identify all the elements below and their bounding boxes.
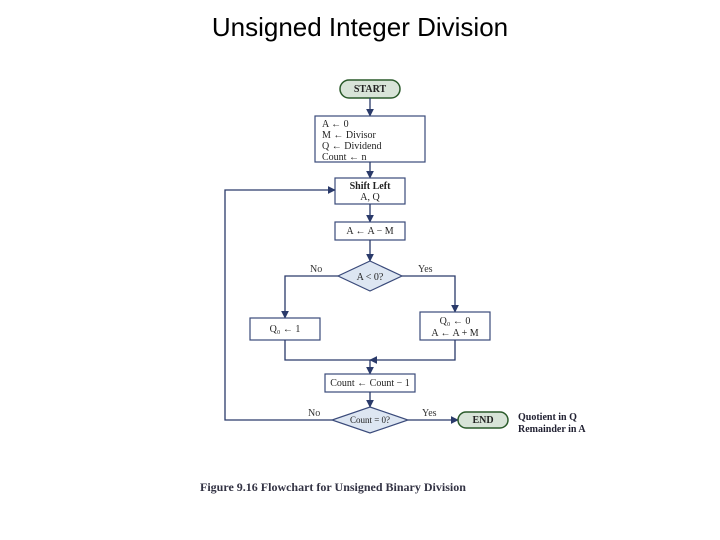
end-label: END <box>472 415 493 426</box>
shift-l2: A, Q <box>360 192 380 203</box>
zero-no-label: No <box>308 408 320 419</box>
edge-test-q0 <box>402 276 455 312</box>
init-l4: Count ← n <box>322 152 366 163</box>
q1-l1: Q₀ ← 1 <box>270 324 301 335</box>
start-label: START <box>354 84 387 95</box>
q0-l1: Q₀ ← 0 <box>440 316 471 327</box>
edge-q0-dec <box>370 340 455 360</box>
end-note-l1: Quotient in Q <box>518 412 577 423</box>
edge-zero-loop <box>225 190 335 420</box>
zero-yes-label: Yes <box>422 408 437 419</box>
flowchart-svg: START A ← 0 M ← Divisor Q ← Dividend Cou… <box>0 0 720 540</box>
dec-l1: Count ← Count − 1 <box>330 378 410 389</box>
test-label: A < 0? <box>357 272 384 283</box>
edge-q1-dec <box>285 340 370 374</box>
init-l1: A ← 0 <box>322 119 349 130</box>
edge-test-q1 <box>285 276 338 318</box>
end-note-l2: Remainder in A <box>518 424 586 435</box>
sub-l1: A ← A − M <box>346 226 393 237</box>
test-yes-label: Yes <box>418 264 433 275</box>
init-l3: Q ← Dividend <box>322 141 381 152</box>
init-l2: M ← Divisor <box>322 130 377 141</box>
test-no-label: No <box>310 264 322 275</box>
shift-l1: Shift Left <box>350 181 392 192</box>
zero-label: Count = 0? <box>350 415 390 425</box>
figure-caption: Figure 9.16 Flowchart for Unsigned Binar… <box>200 480 466 495</box>
end-note: Quotient in Q Remainder in A <box>518 412 586 436</box>
q0-l2: A ← A + M <box>431 328 478 339</box>
